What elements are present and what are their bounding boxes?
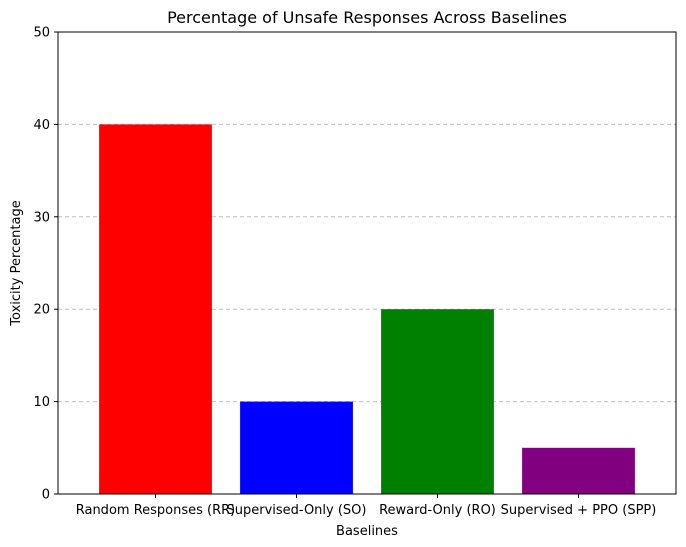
y-tick-label: 20 bbox=[33, 303, 50, 318]
grid-lines bbox=[58, 123, 676, 403]
x-tick-label: Random Responses (RR) bbox=[76, 503, 236, 518]
x-tick-label: Supervised-Only (SO) bbox=[226, 503, 366, 518]
x-tick-label: Supervised + PPO (SPP) bbox=[501, 503, 657, 518]
y-tick-label: 50 bbox=[33, 26, 50, 41]
y-axis-ticks: 0 10 20 30 40 50 bbox=[33, 26, 58, 503]
x-axis-title: Baselines bbox=[336, 524, 398, 539]
bar-2 bbox=[240, 401, 353, 494]
y-axis-title: Toxicity Percentage bbox=[9, 200, 24, 326]
chart-title: Percentage of Unsafe Responses Across Ba… bbox=[167, 8, 567, 27]
y-tick-label: 10 bbox=[33, 395, 50, 410]
x-tick-label: Reward-Only (RO) bbox=[379, 503, 496, 518]
bar-3 bbox=[381, 309, 494, 494]
plot-frame bbox=[57, 31, 677, 495]
bar-1 bbox=[99, 124, 212, 495]
bar-4 bbox=[522, 447, 635, 494]
y-tick-label: 40 bbox=[33, 118, 50, 133]
y-tick-label: 30 bbox=[33, 210, 50, 225]
y-tick-label: 0 bbox=[42, 488, 50, 503]
x-axis-ticks: Random Responses (RR)Supervised-Only (SO… bbox=[76, 494, 657, 518]
bars bbox=[99, 124, 635, 495]
